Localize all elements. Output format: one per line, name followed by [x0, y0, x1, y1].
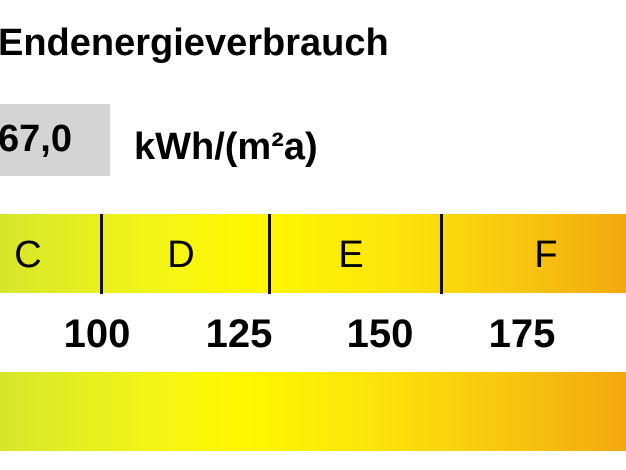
- section-title: Endenergieverbrauch: [0, 22, 389, 64]
- class-label-e: E: [338, 234, 364, 276]
- scale-tick: 175: [488, 312, 556, 356]
- scale-tick: 125: [205, 312, 273, 356]
- class-divider: [268, 214, 271, 294]
- energy-unit: kWh/(m²a): [134, 126, 318, 168]
- class-divider: [100, 214, 103, 294]
- class-label-c: C: [14, 234, 42, 276]
- class-divider: [440, 214, 443, 294]
- value-box: [0, 104, 110, 176]
- energy-value: 67,0: [0, 118, 72, 160]
- scale-tick: 150: [346, 312, 414, 356]
- energy-class-bar: [0, 214, 626, 293]
- energy-scale-bar: [0, 372, 626, 451]
- scale-tick: 100: [63, 312, 131, 356]
- class-label-d: D: [167, 234, 195, 276]
- scale-tick: 2: [625, 312, 626, 357]
- class-label-f: F: [534, 234, 558, 276]
